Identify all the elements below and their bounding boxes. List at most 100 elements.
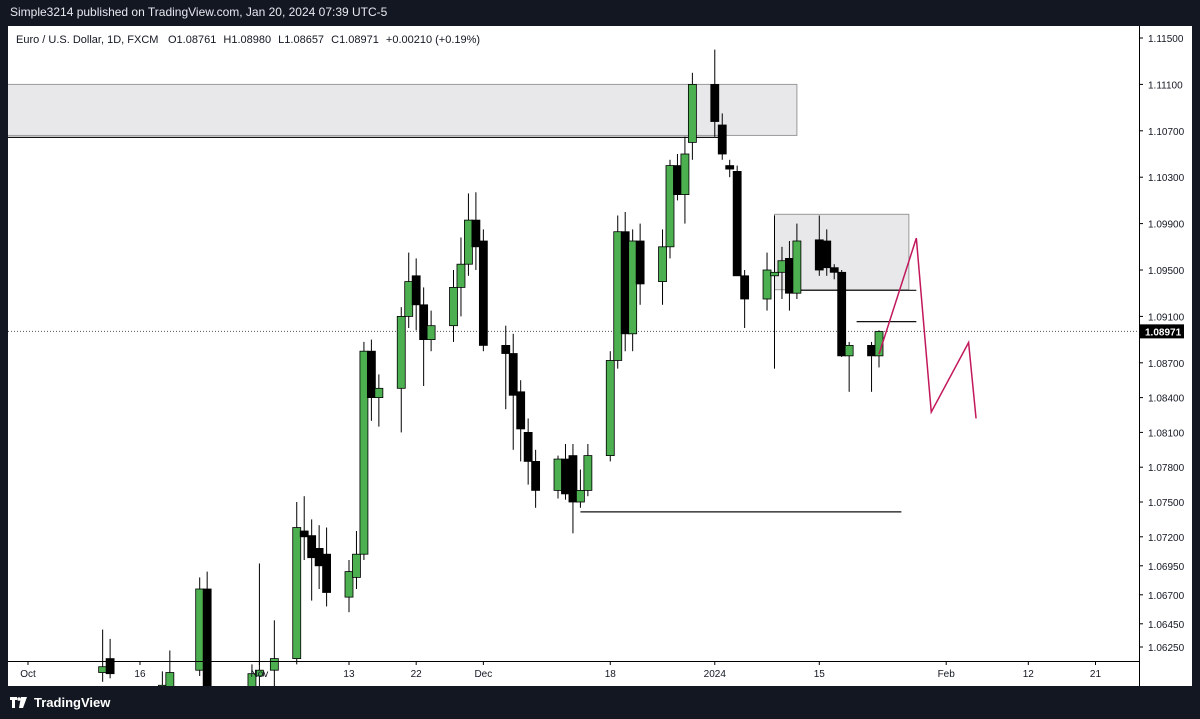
- time-tick-label: 12: [1023, 669, 1035, 680]
- chart-area[interactable]: Euro / U.S. Dollar, 1D, FXCM O1.08761 H1…: [0, 26, 1192, 719]
- candle-2023-12-05[interactable]: [508, 333, 518, 450]
- candle-2023-12-19[interactable]: [613, 215, 623, 369]
- candle-2023-12-04[interactable]: [501, 325, 511, 410]
- candle-2023-11-13[interactable]: [344, 560, 354, 613]
- candle-2023-11-08[interactable]: [307, 519, 317, 601]
- candle-body: [307, 535, 317, 559]
- candle-2023-12-26[interactable]: [665, 159, 675, 259]
- candle-2024-01-17[interactable]: [829, 264, 839, 280]
- candle-2024-01-19[interactable]: [844, 341, 854, 392]
- candle-body: [359, 350, 369, 555]
- candle-2023-10-25[interactable]: [202, 571, 212, 717]
- symbol-title: Euro / U.S. Dollar, 1D, FXCM: [16, 34, 158, 46]
- time-tick-label: Dec: [474, 669, 492, 680]
- price-tick-label: 1.08400: [1148, 394, 1185, 405]
- candle-2023-11-22[interactable]: [411, 258, 421, 331]
- candle-2023-12-25[interactable]: [658, 229, 667, 305]
- candle-2023-11-28[interactable]: [456, 237, 466, 317]
- candle-2023-11-24[interactable]: [426, 310, 436, 352]
- time-tick-label: Feb: [938, 669, 956, 680]
- candle-2023-11-10[interactable]: [322, 527, 332, 607]
- time-tick-label: 15: [814, 669, 826, 680]
- candle-2023-11-29[interactable]: [464, 193, 473, 276]
- candle-2023-12-18[interactable]: [605, 351, 615, 462]
- candle-body: [322, 553, 332, 593]
- candle-2024-01-22[interactable]: [867, 341, 876, 392]
- candle-2023-12-22[interactable]: [635, 223, 645, 305]
- candle-2024-01-04[interactable]: [732, 165, 742, 277]
- price-chart[interactable]: Euro / U.S. Dollar, 1D, FXCM O1.08761 H1…: [0, 26, 1192, 719]
- candle-2024-01-03[interactable]: [725, 159, 735, 178]
- candle-2023-12-27[interactable]: [673, 154, 682, 201]
- price-tick-label: 1.08100: [1148, 428, 1185, 439]
- candle-2023-12-28[interactable]: [680, 136, 690, 224]
- candle-2023-11-16[interactable]: [366, 339, 376, 421]
- projection-path[interactable]: [878, 237, 977, 419]
- candle-2023-11-06[interactable]: [292, 502, 302, 665]
- candle-2023-11-23[interactable]: [419, 287, 429, 386]
- candle-2023-11-03[interactable]: [269, 620, 279, 700]
- time-tick-label: 13: [343, 669, 355, 680]
- candle-2023-12-29[interactable]: [687, 72, 697, 160]
- candle-body: [710, 84, 720, 122]
- candle-2024-01-12[interactable]: [792, 223, 802, 299]
- candle-2023-12-08[interactable]: [531, 449, 541, 508]
- candle-body: [471, 219, 481, 248]
- candle-2024-01-08[interactable]: [762, 252, 772, 311]
- tradingview-logo-text: TradingView: [34, 695, 111, 710]
- price-tick-label: 1.10300: [1148, 173, 1185, 184]
- candle-body: [561, 458, 570, 495]
- candle-2023-10-20[interactable]: [165, 650, 175, 700]
- candle-body: [419, 304, 429, 340]
- candle-2023-12-11[interactable]: [553, 455, 563, 499]
- candle-2023-10-11[interactable]: [98, 629, 108, 682]
- candle-2023-12-21[interactable]: [628, 229, 638, 352]
- candle-body: [195, 588, 205, 671]
- candle-body: [814, 239, 824, 271]
- supply-zone-upper[interactable]: [0, 83, 798, 136]
- candle-2024-01-09[interactable]: [770, 215, 779, 369]
- candle-2024-01-16[interactable]: [822, 229, 832, 276]
- price-tick-label: 1.06700: [1148, 591, 1185, 602]
- candle-2023-12-15[interactable]: [583, 444, 593, 497]
- tradingview-logo[interactable]: TradingView: [10, 695, 110, 710]
- candle-2024-01-02[interactable]: [717, 113, 727, 160]
- time-axis[interactable]: Oct 16 Nov 13 22 Dec 18 2024 15 Feb 12 21: [20, 661, 1101, 680]
- price-tick-label: 1.06950: [1148, 562, 1185, 573]
- candle-2023-10-19[interactable]: [157, 671, 167, 719]
- candle-2023-11-07[interactable]: [299, 496, 309, 560]
- candle-2023-12-01[interactable]: [478, 229, 488, 352]
- price-tick-label: 1.06250: [1148, 643, 1185, 654]
- candle-body: [411, 275, 421, 306]
- candle-2023-11-09[interactable]: [314, 525, 324, 589]
- candle-2023-10-12[interactable]: [105, 638, 115, 679]
- candle-2023-12-06[interactable]: [516, 380, 526, 462]
- candle-2024-01-01[interactable]: [710, 49, 720, 137]
- price-tick-label: 1.10700: [1148, 127, 1185, 138]
- price-axis[interactable]: 1.11500 1.11100 1.10700 1.10300 1.09900 1.095…: [1139, 34, 1185, 654]
- candle-2023-11-27[interactable]: [449, 270, 458, 342]
- candle-2023-11-15[interactable]: [359, 341, 369, 560]
- tradingview-logo-icon: [10, 696, 27, 708]
- candle-2023-11-30[interactable]: [471, 192, 481, 270]
- candle-2023-12-20[interactable]: [620, 212, 630, 352]
- candle-body: [822, 240, 832, 269]
- candle-2023-11-01[interactable]: [255, 563, 264, 705]
- candle-2023-11-20[interactable]: [396, 307, 406, 433]
- candle-body: [314, 548, 324, 567]
- candle-2024-01-18[interactable]: [837, 270, 847, 357]
- price-tick-label: 1.08700: [1148, 359, 1185, 370]
- candle-2023-12-14[interactable]: [576, 469, 585, 508]
- candle-body: [396, 315, 406, 389]
- candle-body: [717, 124, 727, 155]
- last-price-text: 1.08971: [1145, 327, 1182, 338]
- candle-2023-11-21[interactable]: [404, 252, 414, 328]
- candle-2024-01-05[interactable]: [740, 270, 750, 328]
- candle-2023-12-12[interactable]: [561, 444, 570, 500]
- candle-body: [583, 455, 593, 491]
- candle-2024-01-23[interactable]: [874, 330, 884, 368]
- candle-2023-11-14[interactable]: [352, 531, 361, 589]
- candle-2023-12-13[interactable]: [568, 444, 578, 534]
- candle-2023-12-07[interactable]: [523, 418, 533, 485]
- candle-2023-11-17[interactable]: [374, 374, 384, 427]
